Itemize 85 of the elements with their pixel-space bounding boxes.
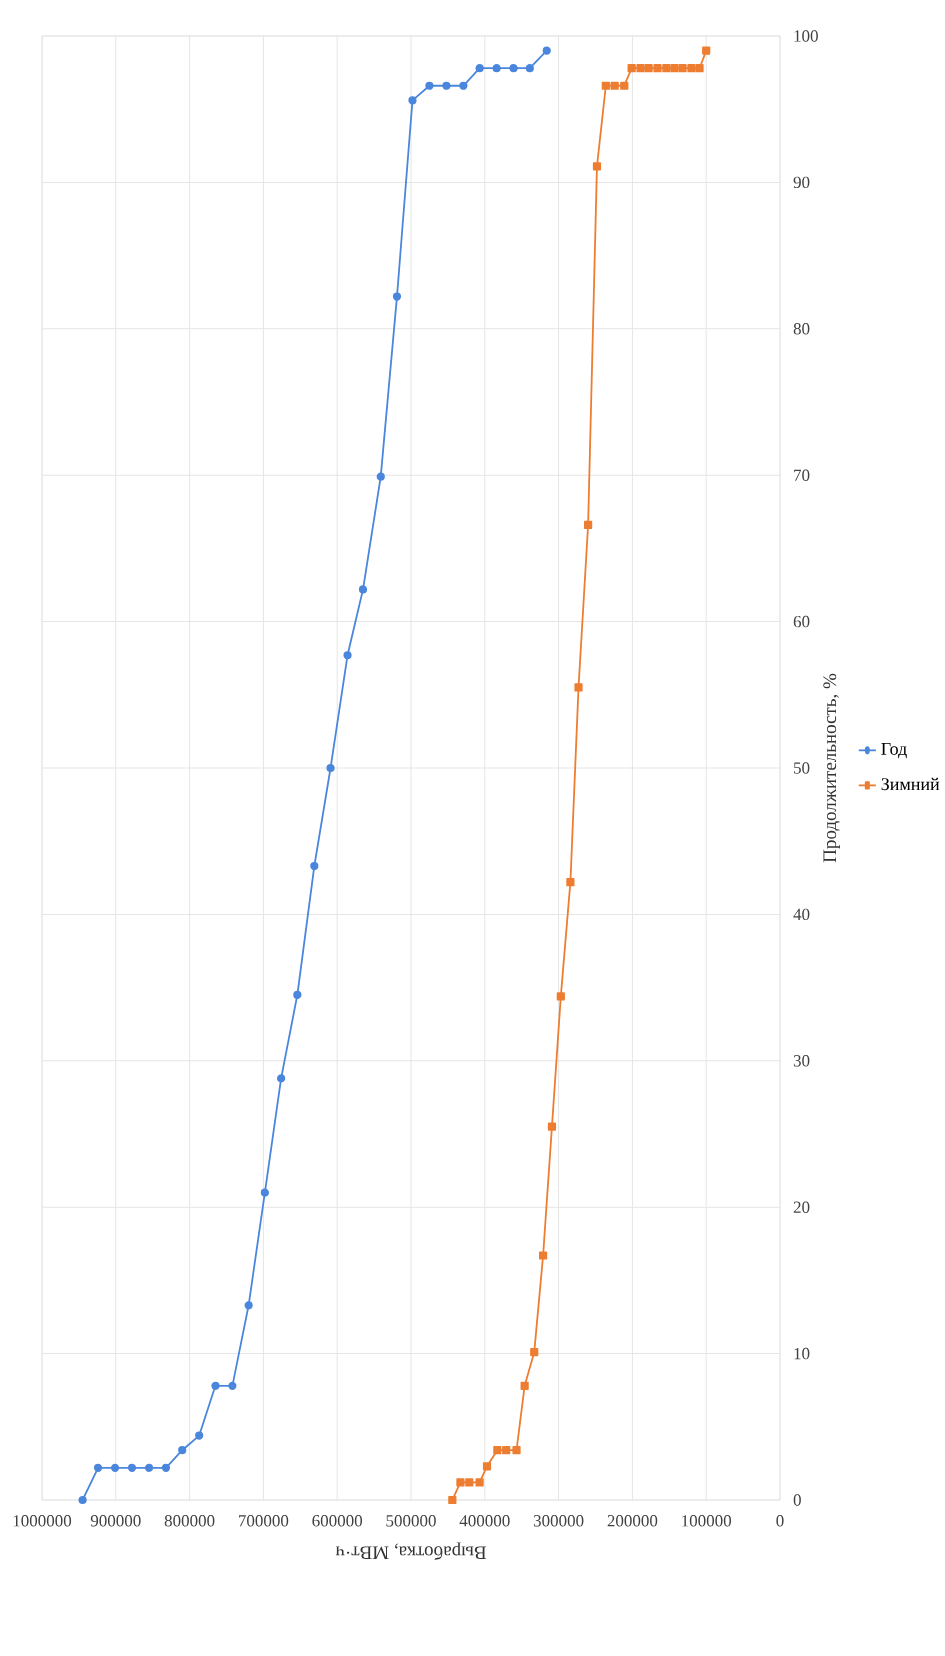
point	[475, 1478, 484, 1487]
point	[539, 1251, 548, 1260]
point	[408, 96, 417, 105]
point	[662, 64, 671, 73]
point	[78, 1495, 87, 1505]
point	[502, 1446, 511, 1455]
point	[620, 81, 629, 90]
x-tick-label: 1000000	[13, 1515, 72, 1527]
x-tick-label: 900000	[90, 1515, 141, 1527]
point	[110, 1463, 120, 1472]
point	[492, 64, 501, 73]
x-tick-label: 300000	[533, 1515, 584, 1527]
point	[93, 1463, 103, 1472]
x-tick-label: 600000	[312, 1515, 363, 1527]
x-tick-label: 400000	[459, 1515, 510, 1527]
point	[547, 1122, 557, 1131]
point	[670, 64, 679, 73]
x-tick-label: 800000	[164, 1515, 215, 1527]
y-tick-label: 50	[794, 762, 810, 774]
point	[475, 64, 484, 73]
point	[512, 1446, 521, 1455]
point	[448, 1495, 457, 1505]
point	[566, 878, 575, 887]
x-tick-label: 0	[776, 1515, 784, 1527]
point	[702, 46, 711, 55]
y-tick-label: 90	[793, 176, 810, 189]
point	[678, 64, 687, 73]
y-tick-label: 0	[793, 1494, 801, 1506]
point	[653, 64, 662, 73]
y-tick-label: 30	[793, 1055, 810, 1067]
y-tick-label: 70	[794, 469, 810, 481]
point	[482, 1462, 492, 1471]
x-axis-title: Выработка, МВт·ч	[335, 1542, 487, 1561]
point	[542, 46, 551, 55]
point	[244, 1301, 253, 1310]
x-tick-label: 500000	[386, 1515, 436, 1527]
point	[260, 1188, 269, 1197]
point	[530, 1348, 539, 1357]
point	[574, 683, 583, 692]
point	[178, 1446, 187, 1455]
point	[627, 64, 636, 73]
point	[465, 1478, 474, 1487]
point	[228, 1381, 237, 1390]
point	[556, 992, 565, 1001]
y-tick-label: 80	[793, 323, 810, 335]
point	[592, 162, 602, 171]
point	[161, 1463, 171, 1472]
point	[456, 1478, 465, 1487]
point	[195, 1431, 204, 1440]
point	[509, 64, 518, 73]
point	[358, 585, 368, 594]
point	[211, 1381, 220, 1390]
point	[459, 81, 468, 90]
point	[392, 292, 402, 301]
point	[493, 1446, 502, 1455]
y-tick-label: 40	[793, 908, 810, 921]
point	[127, 1463, 137, 1472]
point	[310, 861, 319, 871]
y-tick-label: 60	[793, 615, 810, 628]
x-tick-label: 700000	[239, 1515, 289, 1527]
y-axis-title: Продолжительность, %	[823, 673, 840, 863]
point	[425, 81, 434, 90]
point	[277, 1074, 286, 1083]
legend-label: Зимний	[881, 777, 940, 791]
point	[687, 64, 696, 73]
point	[520, 1381, 529, 1390]
point	[644, 64, 653, 73]
y-tick-label: 10	[794, 1347, 810, 1360]
x-tick-label: 100000	[682, 1515, 732, 1527]
point	[601, 81, 610, 90]
point	[695, 64, 704, 73]
point	[610, 81, 619, 90]
y-tick-label: 20	[793, 1201, 810, 1213]
point	[144, 1463, 154, 1472]
y-tick-label: 100	[794, 30, 818, 42]
point	[376, 472, 385, 481]
legend-label: Год	[881, 742, 907, 759]
x-tick-label: 200000	[607, 1515, 658, 1527]
point	[326, 763, 335, 773]
point	[584, 520, 593, 530]
point	[293, 990, 302, 1000]
point	[442, 81, 451, 90]
point	[525, 64, 534, 73]
point	[636, 64, 645, 73]
point	[343, 651, 352, 660]
